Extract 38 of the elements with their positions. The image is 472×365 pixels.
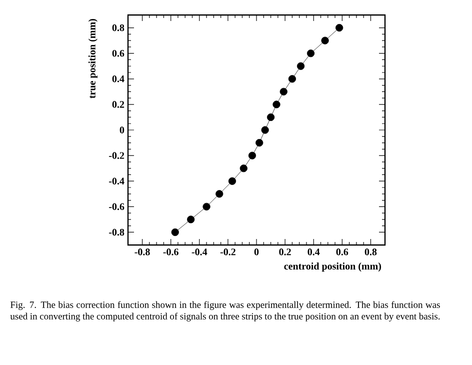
- x-tick-label: -0.6: [163, 248, 178, 256]
- point: [296, 62, 305, 70]
- x-tick-label: -0.8: [134, 248, 150, 256]
- y-tick-label: -0.2: [109, 152, 124, 159]
- point: [261, 126, 269, 134]
- y-tick-label: 0.2: [112, 101, 124, 108]
- y-tick-label: 0: [120, 126, 124, 134]
- point: [228, 177, 236, 185]
- point: [306, 50, 315, 58]
- point: [202, 202, 210, 210]
- point: [272, 100, 280, 108]
- x-tick-label: -0.4: [192, 248, 208, 256]
- point: [336, 24, 344, 32]
- x-tick-label: 0.4: [308, 248, 320, 256]
- x-tick-label: 0.2: [279, 248, 291, 256]
- point: [187, 216, 195, 224]
- point: [248, 152, 256, 160]
- point: [321, 36, 329, 44]
- point: [288, 75, 296, 83]
- point: [256, 138, 264, 147]
- x-tick-label: 0.6: [336, 248, 348, 256]
- x-tick-label: 0: [254, 248, 259, 256]
- y-tick-label: -0.4: [109, 178, 124, 185]
- x-tick-label: 0.8: [364, 248, 377, 256]
- x-axis-title: centroid position (mm): [284, 262, 382, 272]
- point: [216, 190, 224, 198]
- y-tick-label: -0.6: [109, 203, 124, 210]
- point: [171, 228, 179, 236]
- y-tick-label: -0.8: [109, 228, 124, 236]
- x-tick-label: -0.2: [220, 248, 236, 256]
- point: [266, 113, 275, 122]
- point: [240, 164, 248, 172]
- point: [280, 88, 288, 96]
- y-tick-label: 0.6: [112, 50, 124, 57]
- y-axis-title: true position (mm): [88, 18, 98, 98]
- y-tick-label: 0.8: [112, 24, 124, 32]
- y-tick-label: 0.4: [112, 75, 124, 82]
- caption: Fig. 7. The bias correction function shown in the figure was experimentally determined. The bias function was used in converting the computed centroid of signals on three strips to the true position on an event by event basis.: [10, 301, 440, 322]
